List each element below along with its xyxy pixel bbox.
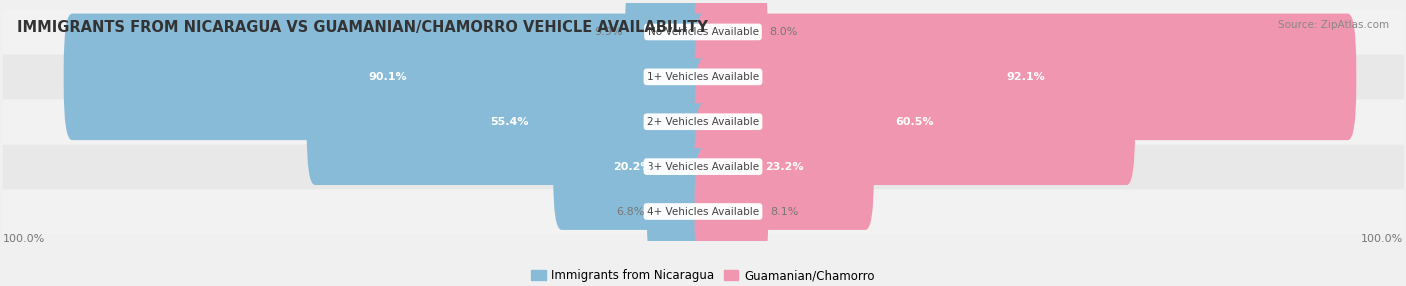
Text: IMMIGRANTS FROM NICARAGUA VS GUAMANIAN/CHAMORRO VEHICLE AVAILABILITY: IMMIGRANTS FROM NICARAGUA VS GUAMANIAN/C… [17,20,707,35]
FancyBboxPatch shape [695,103,875,230]
Bar [3,55,1403,98]
FancyBboxPatch shape [626,0,711,95]
Bar [3,145,1403,188]
Text: No Vehicles Available: No Vehicles Available [648,27,758,37]
Text: 100.0%: 100.0% [1361,234,1403,244]
Bar [3,190,1403,233]
FancyBboxPatch shape [695,148,768,275]
Text: 60.5%: 60.5% [896,117,934,127]
Text: 90.1%: 90.1% [368,72,406,82]
Text: 23.2%: 23.2% [765,162,803,172]
FancyBboxPatch shape [553,103,711,230]
Text: 8.1%: 8.1% [770,206,799,217]
FancyBboxPatch shape [307,58,711,185]
Text: 20.2%: 20.2% [613,162,651,172]
FancyBboxPatch shape [695,58,1135,185]
FancyBboxPatch shape [695,13,1357,140]
Text: 92.1%: 92.1% [1007,72,1045,82]
Text: 6.8%: 6.8% [616,206,645,217]
Text: 55.4%: 55.4% [489,117,529,127]
Bar [3,100,1403,143]
FancyBboxPatch shape [63,13,711,140]
Text: 8.0%: 8.0% [769,27,797,37]
Text: Source: ZipAtlas.com: Source: ZipAtlas.com [1278,20,1389,30]
Text: 9.9%: 9.9% [595,27,623,37]
Legend: Immigrants from Nicaragua, Guamanian/Chamorro: Immigrants from Nicaragua, Guamanian/Cha… [527,265,879,286]
Text: 1+ Vehicles Available: 1+ Vehicles Available [647,72,759,82]
Bar [3,10,1403,53]
Text: 2+ Vehicles Available: 2+ Vehicles Available [647,117,759,127]
FancyBboxPatch shape [647,148,711,275]
Text: 4+ Vehicles Available: 4+ Vehicles Available [647,206,759,217]
FancyBboxPatch shape [695,0,768,95]
Text: 100.0%: 100.0% [3,234,45,244]
Text: 3+ Vehicles Available: 3+ Vehicles Available [647,162,759,172]
